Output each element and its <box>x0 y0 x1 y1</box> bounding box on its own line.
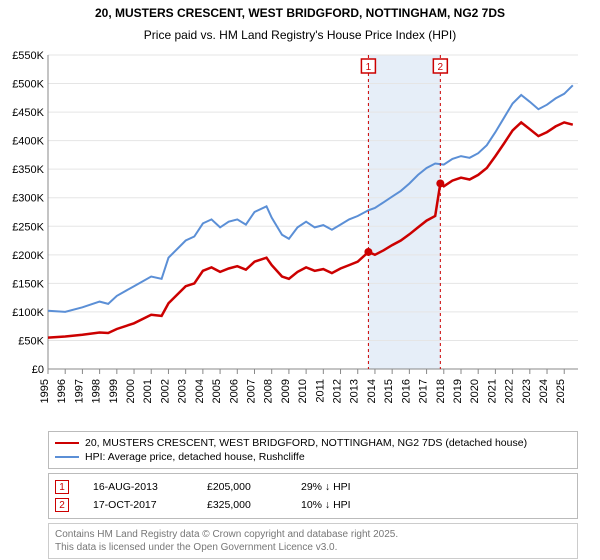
svg-text:£450K: £450K <box>12 107 44 119</box>
svg-text:2010: 2010 <box>297 379 309 403</box>
sale-marker-number: 1 <box>366 62 372 73</box>
legend-swatch <box>55 456 79 458</box>
sale-marker-dot <box>364 248 372 256</box>
svg-text:2000: 2000 <box>125 379 137 403</box>
chart-area: £0 £50K £100K £150K £200K £250K £300K £350K £400… <box>0 47 600 427</box>
legend-label: HPI: Average price, detached house, Rush… <box>85 451 305 463</box>
svg-text:£0: £0 <box>32 364 44 376</box>
svg-text:2019: 2019 <box>452 379 464 403</box>
svg-text:£200K: £200K <box>12 250 44 262</box>
svg-text:£150K: £150K <box>12 279 44 291</box>
svg-text:2003: 2003 <box>177 379 189 403</box>
svg-text:£50K: £50K <box>18 336 44 348</box>
sale-date: 17-OCT-2017 <box>93 499 183 511</box>
svg-text:2006: 2006 <box>228 379 240 403</box>
svg-text:2024: 2024 <box>538 379 550 403</box>
chart-title-line1: 20, MUSTERS CRESCENT, WEST BRIDGFORD, NO… <box>0 0 600 22</box>
svg-text:2020: 2020 <box>469 379 481 403</box>
chart-title-line2: Price paid vs. HM Land Registry's House … <box>0 22 600 48</box>
sale-marker-dot <box>436 180 444 188</box>
attribution-line2: This data is licensed under the Open Gov… <box>55 541 571 554</box>
svg-text:2012: 2012 <box>332 379 344 403</box>
sale-marker-number: 2 <box>438 62 444 73</box>
sale-row: 1 16-AUG-2013 £205,000 29% ↓ HPI <box>55 478 571 496</box>
svg-text:£550K: £550K <box>12 50 44 62</box>
svg-text:2009: 2009 <box>280 379 292 403</box>
sale-price: £325,000 <box>207 499 277 511</box>
sales-table: 1 16-AUG-2013 £205,000 29% ↓ HPI 2 17-OCT-201… <box>48 473 578 519</box>
series-hpi <box>48 85 573 312</box>
svg-text:£500K: £500K <box>12 79 44 91</box>
svg-text:£300K: £300K <box>12 193 44 205</box>
svg-text:2011: 2011 <box>314 379 326 403</box>
svg-text:2004: 2004 <box>194 379 206 403</box>
svg-text:£400K: £400K <box>12 136 44 148</box>
svg-text:1998: 1998 <box>91 379 103 403</box>
svg-text:2016: 2016 <box>400 379 412 403</box>
sale-row: 2 17-OCT-2017 £325,000 10% ↓ HPI <box>55 496 571 514</box>
legend-swatch <box>55 442 79 444</box>
sale-row-marker: 2 <box>55 498 69 512</box>
svg-text:£250K: £250K <box>12 221 44 233</box>
svg-text:1997: 1997 <box>73 379 85 403</box>
svg-text:2017: 2017 <box>418 379 430 403</box>
svg-text:2022: 2022 <box>504 379 516 403</box>
svg-text:2013: 2013 <box>349 379 361 403</box>
svg-text:2014: 2014 <box>366 379 378 403</box>
svg-text:2021: 2021 <box>486 379 498 403</box>
svg-text:£350K: £350K <box>12 164 44 176</box>
legend-label: 20, MUSTERS CRESCENT, WEST BRIDGFORD, NO… <box>85 437 527 449</box>
legend-row: 20, MUSTERS CRESCENT, WEST BRIDGFORD, NO… <box>55 436 571 450</box>
series-price-paid <box>48 123 573 338</box>
attribution: Contains HM Land Registry data © Crown c… <box>48 523 578 559</box>
sale-delta: 29% ↓ HPI <box>301 481 351 493</box>
svg-text:2008: 2008 <box>263 379 275 403</box>
sale-delta: 10% ↓ HPI <box>301 499 351 511</box>
svg-text:£100K: £100K <box>12 307 44 319</box>
svg-text:2007: 2007 <box>245 379 257 403</box>
line-chart: £0 £50K £100K £150K £200K £250K £300K £350K £400… <box>0 47 600 427</box>
svg-text:2005: 2005 <box>211 379 223 403</box>
attribution-line1: Contains HM Land Registry data © Crown c… <box>55 528 571 541</box>
sale-date: 16-AUG-2013 <box>93 481 183 493</box>
svg-text:2025: 2025 <box>555 379 567 403</box>
svg-text:1996: 1996 <box>56 379 68 403</box>
svg-text:2018: 2018 <box>435 379 447 403</box>
sale-price: £205,000 <box>207 481 277 493</box>
svg-text:2023: 2023 <box>521 379 533 403</box>
sale-row-marker: 1 <box>55 480 69 494</box>
svg-text:2001: 2001 <box>142 379 154 403</box>
legend: 20, MUSTERS CRESCENT, WEST BRIDGFORD, NO… <box>48 431 578 469</box>
svg-text:2015: 2015 <box>383 379 395 403</box>
svg-text:2002: 2002 <box>159 379 171 403</box>
legend-row: HPI: Average price, detached house, Rush… <box>55 450 571 464</box>
svg-text:1999: 1999 <box>108 379 120 403</box>
svg-text:1995: 1995 <box>39 379 51 403</box>
